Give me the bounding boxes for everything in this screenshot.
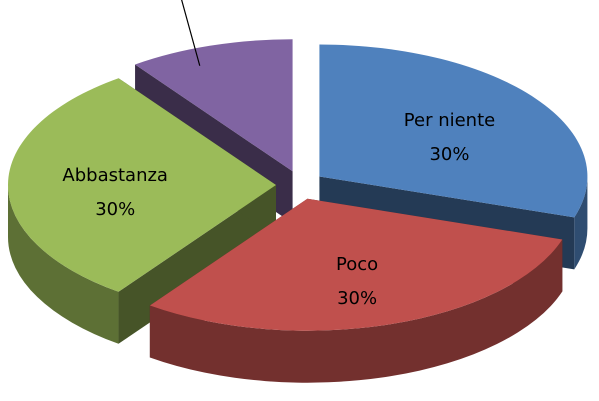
slice-top	[319, 44, 588, 218]
slice-wall	[7, 185, 119, 344]
slice-value-label: 30%	[429, 144, 469, 165]
leader-line	[181, 0, 201, 66]
slice-top	[7, 78, 277, 292]
slice-label: Poco	[336, 254, 378, 275]
slice-value-label: 30%	[337, 288, 377, 309]
slice-value-label: 30%	[95, 199, 135, 220]
slice-wall	[574, 176, 588, 270]
slice-top	[149, 198, 563, 331]
slice-label: Abbastanza	[62, 165, 168, 186]
slice-wall	[149, 239, 563, 383]
slice-label: Per niente	[404, 110, 495, 131]
slice-top	[135, 39, 293, 172]
pie-slice	[149, 198, 563, 383]
